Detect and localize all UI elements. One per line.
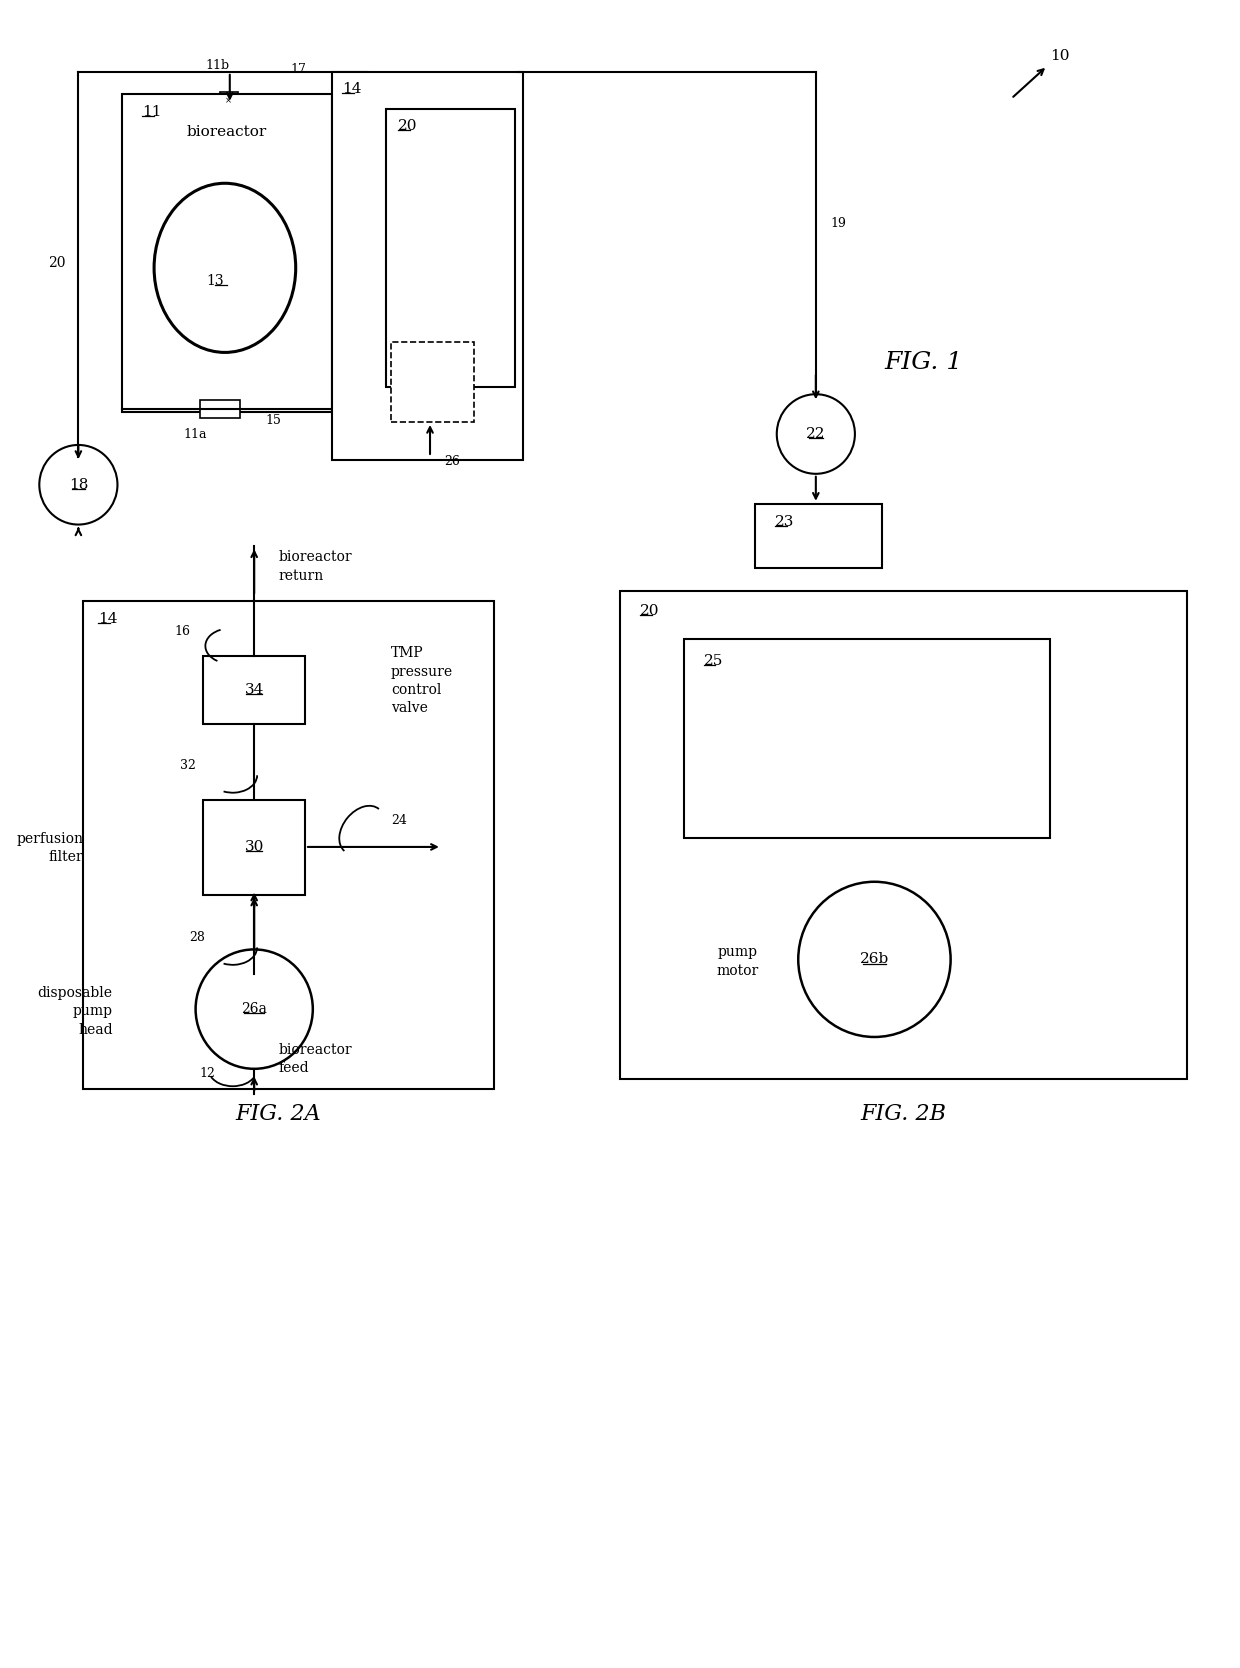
Bar (391, 342, 474, 422)
Text: 11a: 11a (184, 427, 207, 440)
Text: 34: 34 (244, 682, 264, 697)
Bar (201, 400, 239, 419)
Text: 13: 13 (206, 274, 224, 289)
Text: 22: 22 (806, 427, 826, 440)
Bar (755, 504, 882, 569)
Text: perfusion
filter: perfusion filter (16, 832, 83, 864)
Text: 23: 23 (775, 514, 794, 529)
Text: bioreactor
feed: bioreactor feed (279, 1042, 352, 1076)
Bar (203, 801, 305, 894)
Text: 26a: 26a (242, 1002, 267, 1016)
Bar (620, 590, 1187, 1079)
Text: TMP
pressure
control
valve: TMP pressure control valve (391, 646, 453, 716)
Bar (386, 108, 515, 387)
Text: 14: 14 (342, 82, 362, 95)
Text: 20: 20 (398, 118, 418, 132)
Text: 20: 20 (640, 604, 660, 619)
Text: FIG. 1: FIG. 1 (884, 350, 962, 374)
Text: 28: 28 (190, 931, 206, 944)
Text: 30: 30 (244, 841, 264, 854)
Text: 14: 14 (98, 612, 118, 626)
Text: 20: 20 (48, 255, 66, 270)
Text: 24: 24 (391, 814, 407, 827)
Text: disposable
pump
head: disposable pump head (37, 986, 113, 1036)
Bar (684, 639, 1050, 837)
Text: 12: 12 (200, 1068, 215, 1081)
Text: 11: 11 (141, 105, 161, 118)
Text: 10: 10 (1050, 48, 1070, 63)
Text: 17: 17 (290, 63, 306, 75)
Bar (123, 93, 332, 412)
Text: FIG. 2A: FIG. 2A (236, 1103, 321, 1124)
Bar (83, 600, 494, 1089)
Text: 19: 19 (831, 217, 847, 230)
Text: 16: 16 (175, 624, 191, 637)
Text: FIG. 2B: FIG. 2B (861, 1103, 946, 1124)
Text: 26: 26 (445, 455, 460, 469)
Text: pump
motor: pump motor (717, 946, 759, 977)
Text: bioreactor: bioreactor (187, 125, 267, 138)
Text: 26b: 26b (859, 952, 889, 966)
Text: 15: 15 (265, 414, 281, 427)
Text: 32: 32 (180, 759, 196, 772)
Bar (219, 92, 238, 110)
Bar (332, 72, 523, 460)
Text: 18: 18 (68, 477, 88, 492)
Text: 25: 25 (703, 654, 723, 667)
Text: ×: × (226, 97, 232, 105)
Bar (203, 656, 305, 724)
Text: bioreactor
return: bioreactor return (279, 550, 352, 582)
Text: 11b: 11b (205, 58, 229, 72)
